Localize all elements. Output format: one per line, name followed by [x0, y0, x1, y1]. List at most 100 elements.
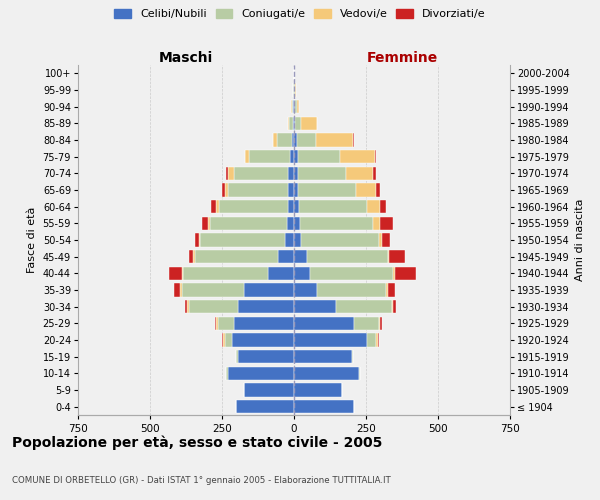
Bar — [268, 266, 294, 280]
Bar — [373, 216, 380, 230]
Bar — [392, 300, 394, 314]
Bar — [292, 100, 293, 114]
Bar — [367, 334, 376, 346]
Bar — [218, 316, 233, 330]
Bar — [295, 100, 297, 114]
Bar — [389, 250, 405, 264]
Bar — [394, 266, 395, 280]
Bar — [226, 366, 228, 380]
Bar — [310, 266, 394, 280]
Bar — [294, 200, 299, 213]
Bar — [294, 334, 367, 346]
Bar — [374, 150, 376, 164]
Bar — [297, 134, 316, 146]
Bar — [169, 266, 182, 280]
Bar — [180, 284, 182, 296]
Bar — [187, 300, 189, 314]
Bar — [299, 200, 367, 213]
Bar — [293, 116, 294, 130]
Bar — [300, 216, 373, 230]
Bar — [228, 184, 288, 196]
Bar — [298, 166, 346, 180]
Bar — [216, 316, 218, 330]
Bar — [394, 300, 396, 314]
Bar — [379, 316, 380, 330]
Bar — [294, 116, 295, 130]
Bar — [294, 184, 298, 196]
Bar — [376, 184, 380, 196]
Bar — [228, 166, 233, 180]
Bar — [222, 184, 225, 196]
Bar — [228, 366, 294, 380]
Bar — [294, 134, 297, 146]
Bar — [215, 316, 216, 330]
Bar — [244, 384, 294, 396]
Bar — [317, 284, 386, 296]
Bar — [278, 250, 294, 264]
Bar — [238, 300, 294, 314]
Bar — [292, 134, 294, 146]
Text: Popolazione per età, sesso e stato civile - 2005: Popolazione per età, sesso e stato civil… — [12, 436, 382, 450]
Bar — [294, 284, 317, 296]
Bar — [336, 300, 392, 314]
Bar — [286, 234, 294, 246]
Bar — [294, 384, 341, 396]
Bar — [185, 300, 187, 314]
Bar — [294, 150, 298, 164]
Bar — [297, 100, 299, 114]
Bar — [373, 166, 376, 180]
Bar — [287, 216, 294, 230]
Bar — [199, 234, 200, 246]
Bar — [294, 266, 310, 280]
Bar — [200, 234, 286, 246]
Bar — [380, 216, 394, 230]
Bar — [301, 116, 317, 130]
Bar — [379, 234, 382, 246]
Bar — [289, 116, 293, 130]
Bar — [352, 350, 353, 364]
Bar — [193, 250, 194, 264]
Bar — [244, 284, 294, 296]
Bar — [298, 184, 356, 196]
Bar — [355, 316, 379, 330]
Bar — [294, 400, 355, 413]
Bar — [294, 250, 307, 264]
Bar — [232, 334, 294, 346]
Bar — [380, 200, 386, 213]
Bar — [211, 200, 215, 213]
Bar — [277, 134, 292, 146]
Bar — [294, 316, 355, 330]
Bar — [294, 166, 298, 180]
Bar — [288, 166, 294, 180]
Bar — [182, 284, 244, 296]
Text: Femmine: Femmine — [367, 51, 437, 65]
Bar — [294, 216, 300, 230]
Bar — [175, 284, 180, 296]
Bar — [386, 284, 388, 296]
Bar — [218, 200, 287, 213]
Bar — [298, 150, 340, 164]
Bar — [215, 200, 218, 213]
Bar — [208, 216, 211, 230]
Bar — [211, 216, 287, 230]
Bar — [307, 250, 388, 264]
Text: Maschi: Maschi — [159, 51, 213, 65]
Bar — [388, 284, 395, 296]
Bar — [359, 366, 360, 380]
Bar — [388, 250, 389, 264]
Bar — [194, 250, 278, 264]
Bar — [294, 234, 301, 246]
Bar — [340, 150, 374, 164]
Bar — [367, 200, 380, 213]
Bar — [353, 134, 355, 146]
Bar — [183, 266, 268, 280]
Bar — [294, 366, 359, 380]
Bar — [194, 234, 199, 246]
Bar — [287, 116, 289, 130]
Bar — [294, 84, 295, 96]
Bar — [233, 166, 288, 180]
Legend: Celibi/Nubili, Coniugati/e, Vedovi/e, Divorziati/e: Celibi/Nubili, Coniugati/e, Vedovi/e, Di… — [111, 6, 489, 22]
Bar — [225, 184, 228, 196]
Y-axis label: Fasce di età: Fasce di età — [27, 207, 37, 273]
Bar — [273, 134, 277, 146]
